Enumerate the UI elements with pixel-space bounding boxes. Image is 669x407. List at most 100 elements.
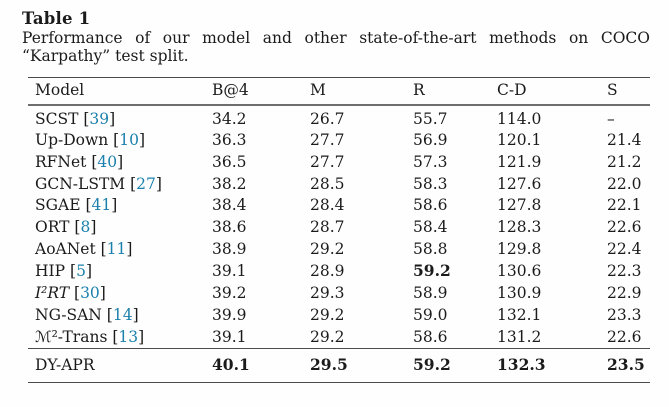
value-cell: 58.8 <box>413 239 448 258</box>
value-cell: 36.5 <box>212 152 247 171</box>
model-cell: SCST [39] <box>28 105 212 131</box>
model-cell: SGAE [41] <box>28 195 212 217</box>
citation-ref: [14] <box>101 305 139 324</box>
value-cell: 39.1 <box>212 327 247 346</box>
value-cell: 22.4 <box>607 239 642 258</box>
citation-ref: [10] <box>108 131 146 150</box>
table-row: GCN-LSTM [27] 38.2 28.5 58.3 127.6 22.0 <box>28 174 650 196</box>
table-header-row: Model B@4 M R C-D S <box>28 77 650 105</box>
model-name: I²RT <box>35 284 70 303</box>
table-row: ORT [8] 38.6 28.7 58.4 128.3 22.6 <box>28 217 650 239</box>
citation-link[interactable]: 30 <box>80 284 100 303</box>
value-cell: 22.6 <box>607 327 642 346</box>
value-cell: 28.5 <box>310 174 345 193</box>
model-name: ℳ²-Trans <box>35 327 108 346</box>
col-header-b-4: B@4 <box>212 80 249 99</box>
model-name: NG-SAN <box>35 305 102 324</box>
model-cell: RFNet [40] <box>28 152 212 174</box>
value-cell: 59.0 <box>413 305 448 324</box>
caption-line-1: Performance of our model and other state… <box>22 29 650 47</box>
model-cell: ORT [8] <box>28 217 212 239</box>
model-cell: I²RT [30] <box>28 283 212 305</box>
value-cell: 38.9 <box>212 239 247 258</box>
citation-ref: [11] <box>95 239 133 258</box>
citation-link[interactable]: 14 <box>112 305 133 324</box>
citation-ref: [5] <box>65 262 92 281</box>
value-cell: 131.2 <box>497 327 542 346</box>
value-cell: 57.3 <box>413 152 448 171</box>
citation-link[interactable]: 39 <box>89 109 110 128</box>
model-name: SCST <box>35 109 79 128</box>
table-row: I²RT [30] 39.2 29.3 58.9 130.9 22.9 <box>28 283 650 305</box>
value-cell: 120.1 <box>497 131 542 150</box>
value-cell: 121.9 <box>497 152 542 171</box>
model-name: ORT <box>35 218 70 237</box>
table-row: Up-Down [10] 36.3 27.7 56.9 120.1 21.4 <box>28 130 650 152</box>
value-cell: 40.1 <box>212 355 250 375</box>
table-row: SGAE [41] 38.4 28.4 58.6 127.8 22.1 <box>28 195 650 217</box>
table-footer-row: DY-APR 40.1 29.5 59.2 132.3 23.5 <box>28 348 650 383</box>
value-cell: 28.9 <box>310 262 345 281</box>
value-cell: 38.6 <box>212 218 247 237</box>
value-cell: 127.8 <box>497 196 542 215</box>
value-cell: 130.9 <box>497 284 542 303</box>
citation-link[interactable]: 13 <box>118 327 139 346</box>
citation-link[interactable]: 40 <box>97 152 118 171</box>
table-row: AoANet [11] 38.9 29.2 58.8 129.8 22.4 <box>28 239 650 261</box>
table-row: NG-SAN [14] 39.9 29.2 59.0 132.1 23.3 <box>28 305 650 327</box>
value-cell: 55.7 <box>413 109 448 128</box>
value-cell: – <box>607 109 615 128</box>
citation-link[interactable]: 8 <box>80 218 91 237</box>
value-cell: 127.6 <box>497 174 542 193</box>
value-cell: 34.2 <box>212 109 247 128</box>
model-cell: Up-Down [10] <box>28 130 212 152</box>
value-cell: 36.3 <box>212 131 247 150</box>
value-cell: 58.3 <box>413 174 448 193</box>
table-row: ℳ²-Trans [13] 39.1 29.2 58.6 131.2 22.6 <box>28 327 650 349</box>
table-label: Table 1 <box>22 9 91 28</box>
value-cell: 58.6 <box>413 196 448 215</box>
model-cell: DY-APR <box>28 349 212 383</box>
citation-link[interactable]: 10 <box>119 131 139 150</box>
value-cell: 29.2 <box>310 239 345 258</box>
value-cell: 28.7 <box>310 218 345 237</box>
caption-line-2: “Karpathy” test split. <box>22 46 189 65</box>
table-caption: Performance of our model and other state… <box>22 29 650 65</box>
value-cell: 21.4 <box>607 131 642 150</box>
value-cell: 29.3 <box>310 284 345 303</box>
value-cell: 114.0 <box>497 109 542 128</box>
citation-link[interactable]: 5 <box>76 262 86 281</box>
citation-link[interactable]: 41 <box>91 196 112 215</box>
model-name: RFNet <box>35 152 87 171</box>
value-cell: 26.7 <box>310 109 345 128</box>
value-cell: 23.3 <box>607 305 642 324</box>
value-cell: 29.2 <box>310 327 345 346</box>
value-cell: 21.2 <box>607 152 642 171</box>
table-footer: DY-APR 40.1 29.5 59.2 132.3 23.5 <box>28 348 650 383</box>
value-cell: 129.8 <box>497 239 542 258</box>
value-cell: 39.1 <box>212 262 247 281</box>
performance-table: Model B@4 M R C-D S SCST [39] 34.2 26.7 55.7 114.… <box>28 77 650 383</box>
value-cell: 28.4 <box>310 196 345 215</box>
value-cell: 58.6 <box>413 327 448 346</box>
col-header-c-d: C-D <box>497 80 527 99</box>
citation-link[interactable]: 27 <box>136 174 156 193</box>
value-cell: 38.2 <box>212 174 247 193</box>
citation-ref: [41] <box>80 196 118 215</box>
citation-link[interactable]: 11 <box>106 239 127 258</box>
value-cell: 22.1 <box>607 196 642 215</box>
col-header-s: S <box>607 80 618 99</box>
model-cell: NG-SAN [14] <box>28 305 212 327</box>
value-cell: 38.4 <box>212 196 247 215</box>
citation-ref: [40] <box>86 152 124 171</box>
value-cell: 22.0 <box>607 174 642 193</box>
model-name: Up-Down <box>35 131 109 150</box>
value-cell: 23.5 <box>607 355 645 375</box>
value-cell: 29.5 <box>310 355 348 375</box>
value-cell: 132.3 <box>497 355 546 375</box>
model-name: DY-APR <box>35 355 95 374</box>
model-name: GCN-LSTM <box>35 174 126 193</box>
table-row: SCST [39] 34.2 26.7 55.7 114.0 – <box>28 105 650 131</box>
value-cell: 22.3 <box>607 262 642 281</box>
